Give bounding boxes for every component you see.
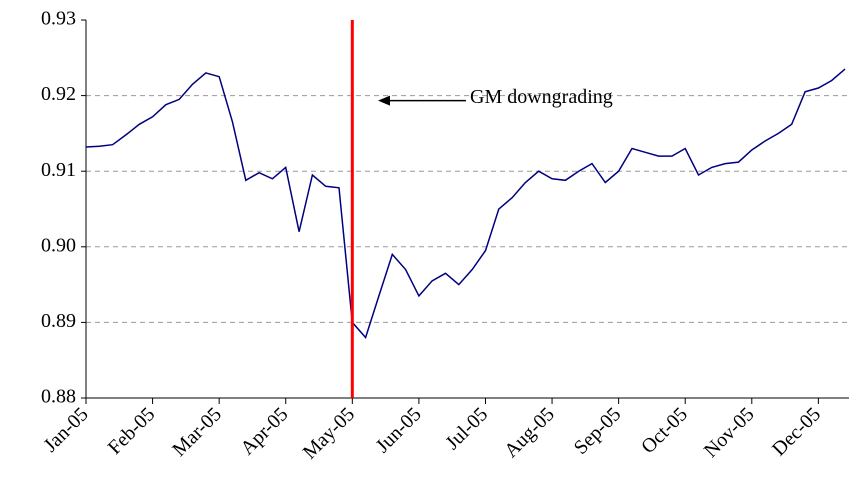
x-tick-label: Dec-05: [768, 403, 825, 460]
y-tick-label: 0.90: [41, 234, 76, 256]
x-tick-label: May-05: [299, 403, 359, 463]
y-tick-label: 0.92: [41, 83, 76, 105]
x-tick-label: Aug-05: [500, 403, 559, 462]
x-tick-label: Oct-05: [637, 403, 692, 458]
annotation-arrowhead: [378, 95, 390, 106]
x-tick-label: Apr-05: [236, 403, 292, 459]
x-tick-label: Mar-05: [168, 403, 226, 461]
x-tick-label: Jul-05: [441, 403, 492, 454]
x-tick-label: Nov-05: [700, 403, 759, 462]
line-series: [85, 68, 846, 339]
y-tick-label: 0.88: [41, 386, 76, 408]
x-tick-label: Jun-05: [372, 403, 426, 457]
annotation: GM downgrading: [470, 86, 613, 108]
y-tick-label: 0.91: [41, 159, 76, 181]
x-tick-label: Jan-05: [40, 403, 93, 456]
y-tick-label: 0.93: [41, 8, 76, 30]
y-tick-label: 0.89: [41, 310, 76, 332]
x-tick-label: Feb-05: [104, 403, 160, 459]
x-tick-label: Sep-05: [570, 403, 626, 459]
